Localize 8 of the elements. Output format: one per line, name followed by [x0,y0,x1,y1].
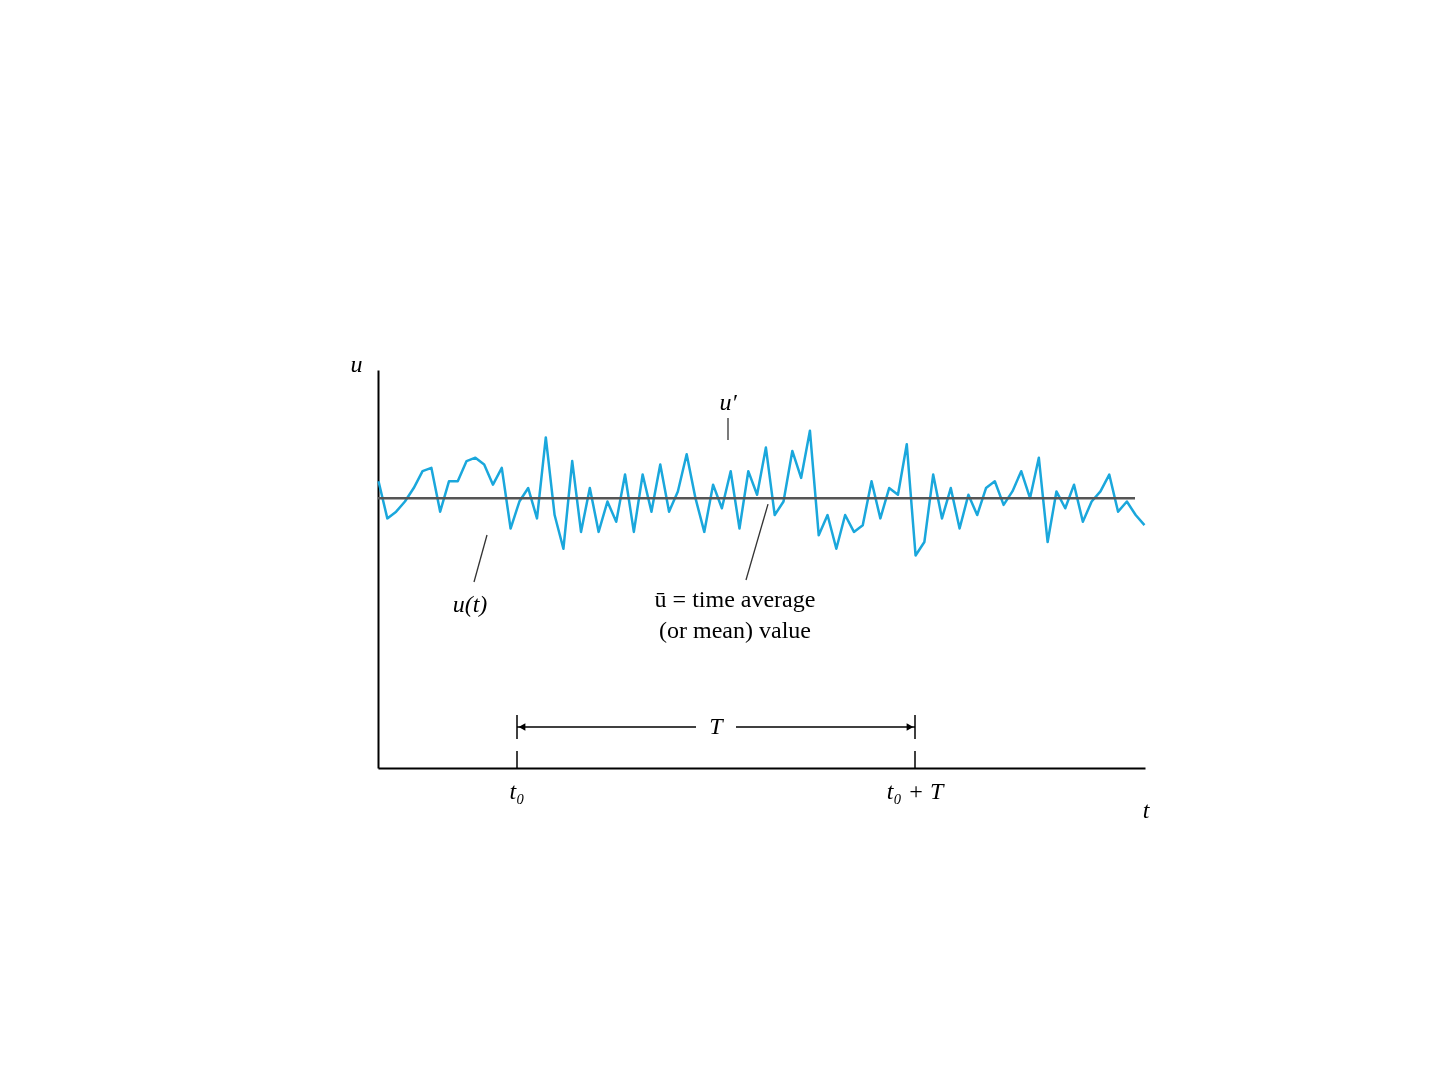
annotation: u(t) [452,591,488,617]
annotation: T [709,713,725,739]
text: u′ [719,389,738,415]
x-axis-title: t [1142,796,1151,823]
text: t₀ [509,778,525,804]
text: t₀ + T [886,778,945,804]
y-axis-title: u [350,350,363,377]
ref-line-label: ū = time average (or mean) value [654,586,816,643]
